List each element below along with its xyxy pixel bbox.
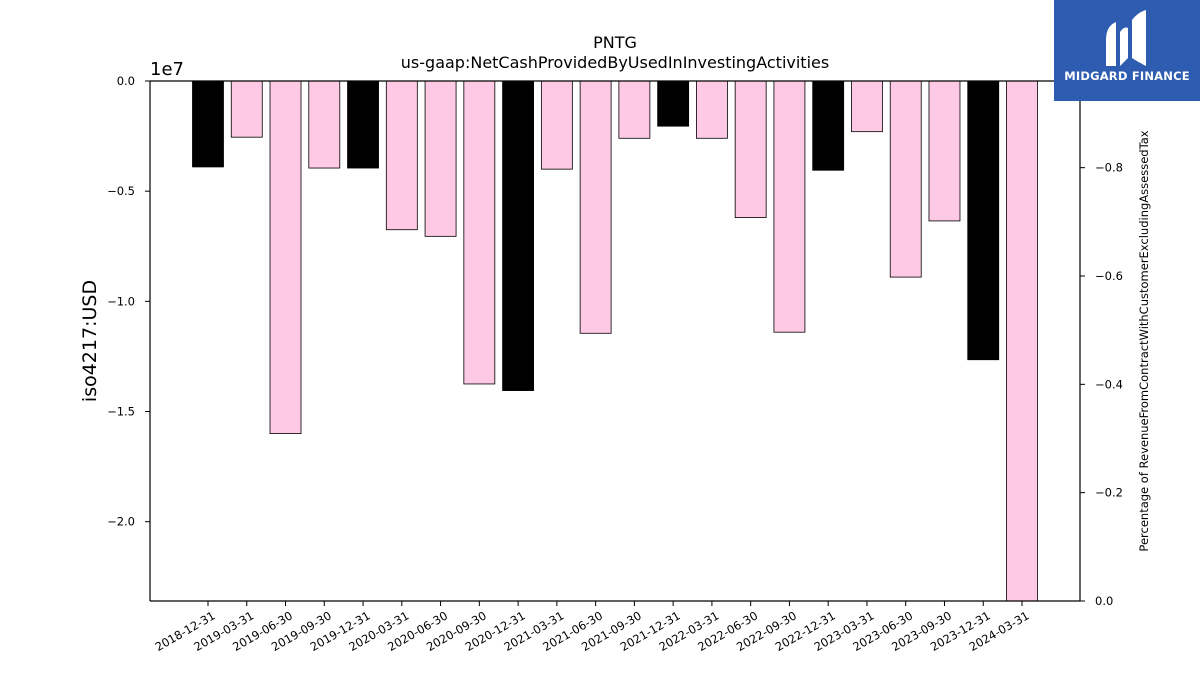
bar-2020-09-30	[463, 80, 496, 385]
y-axis-label: iso4217:USD	[79, 280, 101, 402]
chart-title: PNTG	[593, 33, 637, 52]
bar-2023-09-30	[928, 80, 961, 222]
bar-2019-03-31	[230, 80, 263, 138]
bar-2022-12-31	[812, 80, 845, 171]
y2-tick-label: −0.6	[1095, 269, 1123, 283]
bar-2021-12-31	[657, 80, 690, 127]
bar-2021-09-30	[618, 80, 651, 139]
y2-tick-label: −0.8	[1095, 161, 1123, 175]
bar-2019-09-30	[308, 80, 341, 169]
bar-2023-12-31	[967, 80, 1000, 361]
midgard-finance-logo: MIDGARD FINANCE	[1054, 0, 1200, 101]
y-tick-label: −1.5	[107, 405, 135, 419]
logo-mark-icon	[1106, 10, 1146, 66]
bar-2019-12-31	[347, 80, 379, 169]
y-tick-label: −0.5	[107, 184, 135, 198]
y-tick-label: −1.0	[107, 294, 135, 308]
y2-tick-label: −0.2	[1095, 486, 1123, 500]
bar-2023-03-31	[851, 80, 883, 133]
y-tick-label: −2.0	[107, 515, 135, 529]
bar-2022-03-31	[696, 80, 728, 139]
chart-subtitle: us-gaap:NetCashProvidedByUsedInInvesting…	[401, 53, 829, 72]
bar-2019-06-30	[269, 80, 302, 434]
bar-2020-03-31	[385, 80, 418, 231]
bar-2024-03-31	[1006, 80, 1038, 602]
y2-axis-label: Percentage of RevenueFromContractWithCus…	[1137, 130, 1151, 551]
bar-2022-06-30	[734, 80, 767, 219]
y2-tick-label: −0.4	[1095, 377, 1123, 391]
bar-2021-06-30	[579, 80, 612, 334]
y2-tick-label: 0.0	[1095, 594, 1113, 608]
bar-2020-06-30	[424, 80, 457, 237]
bar-2023-06-30	[889, 80, 922, 278]
y-offset-label: 1e7	[150, 59, 184, 80]
bar-2018-12-31	[192, 80, 224, 168]
y-tick-label: 0.0	[117, 74, 135, 88]
bar-2022-09-30	[773, 80, 806, 333]
bar-2021-03-31	[540, 80, 573, 170]
bar-2020-12-31	[502, 80, 534, 391]
logo-text: MIDGARD FINANCE	[1064, 69, 1190, 83]
